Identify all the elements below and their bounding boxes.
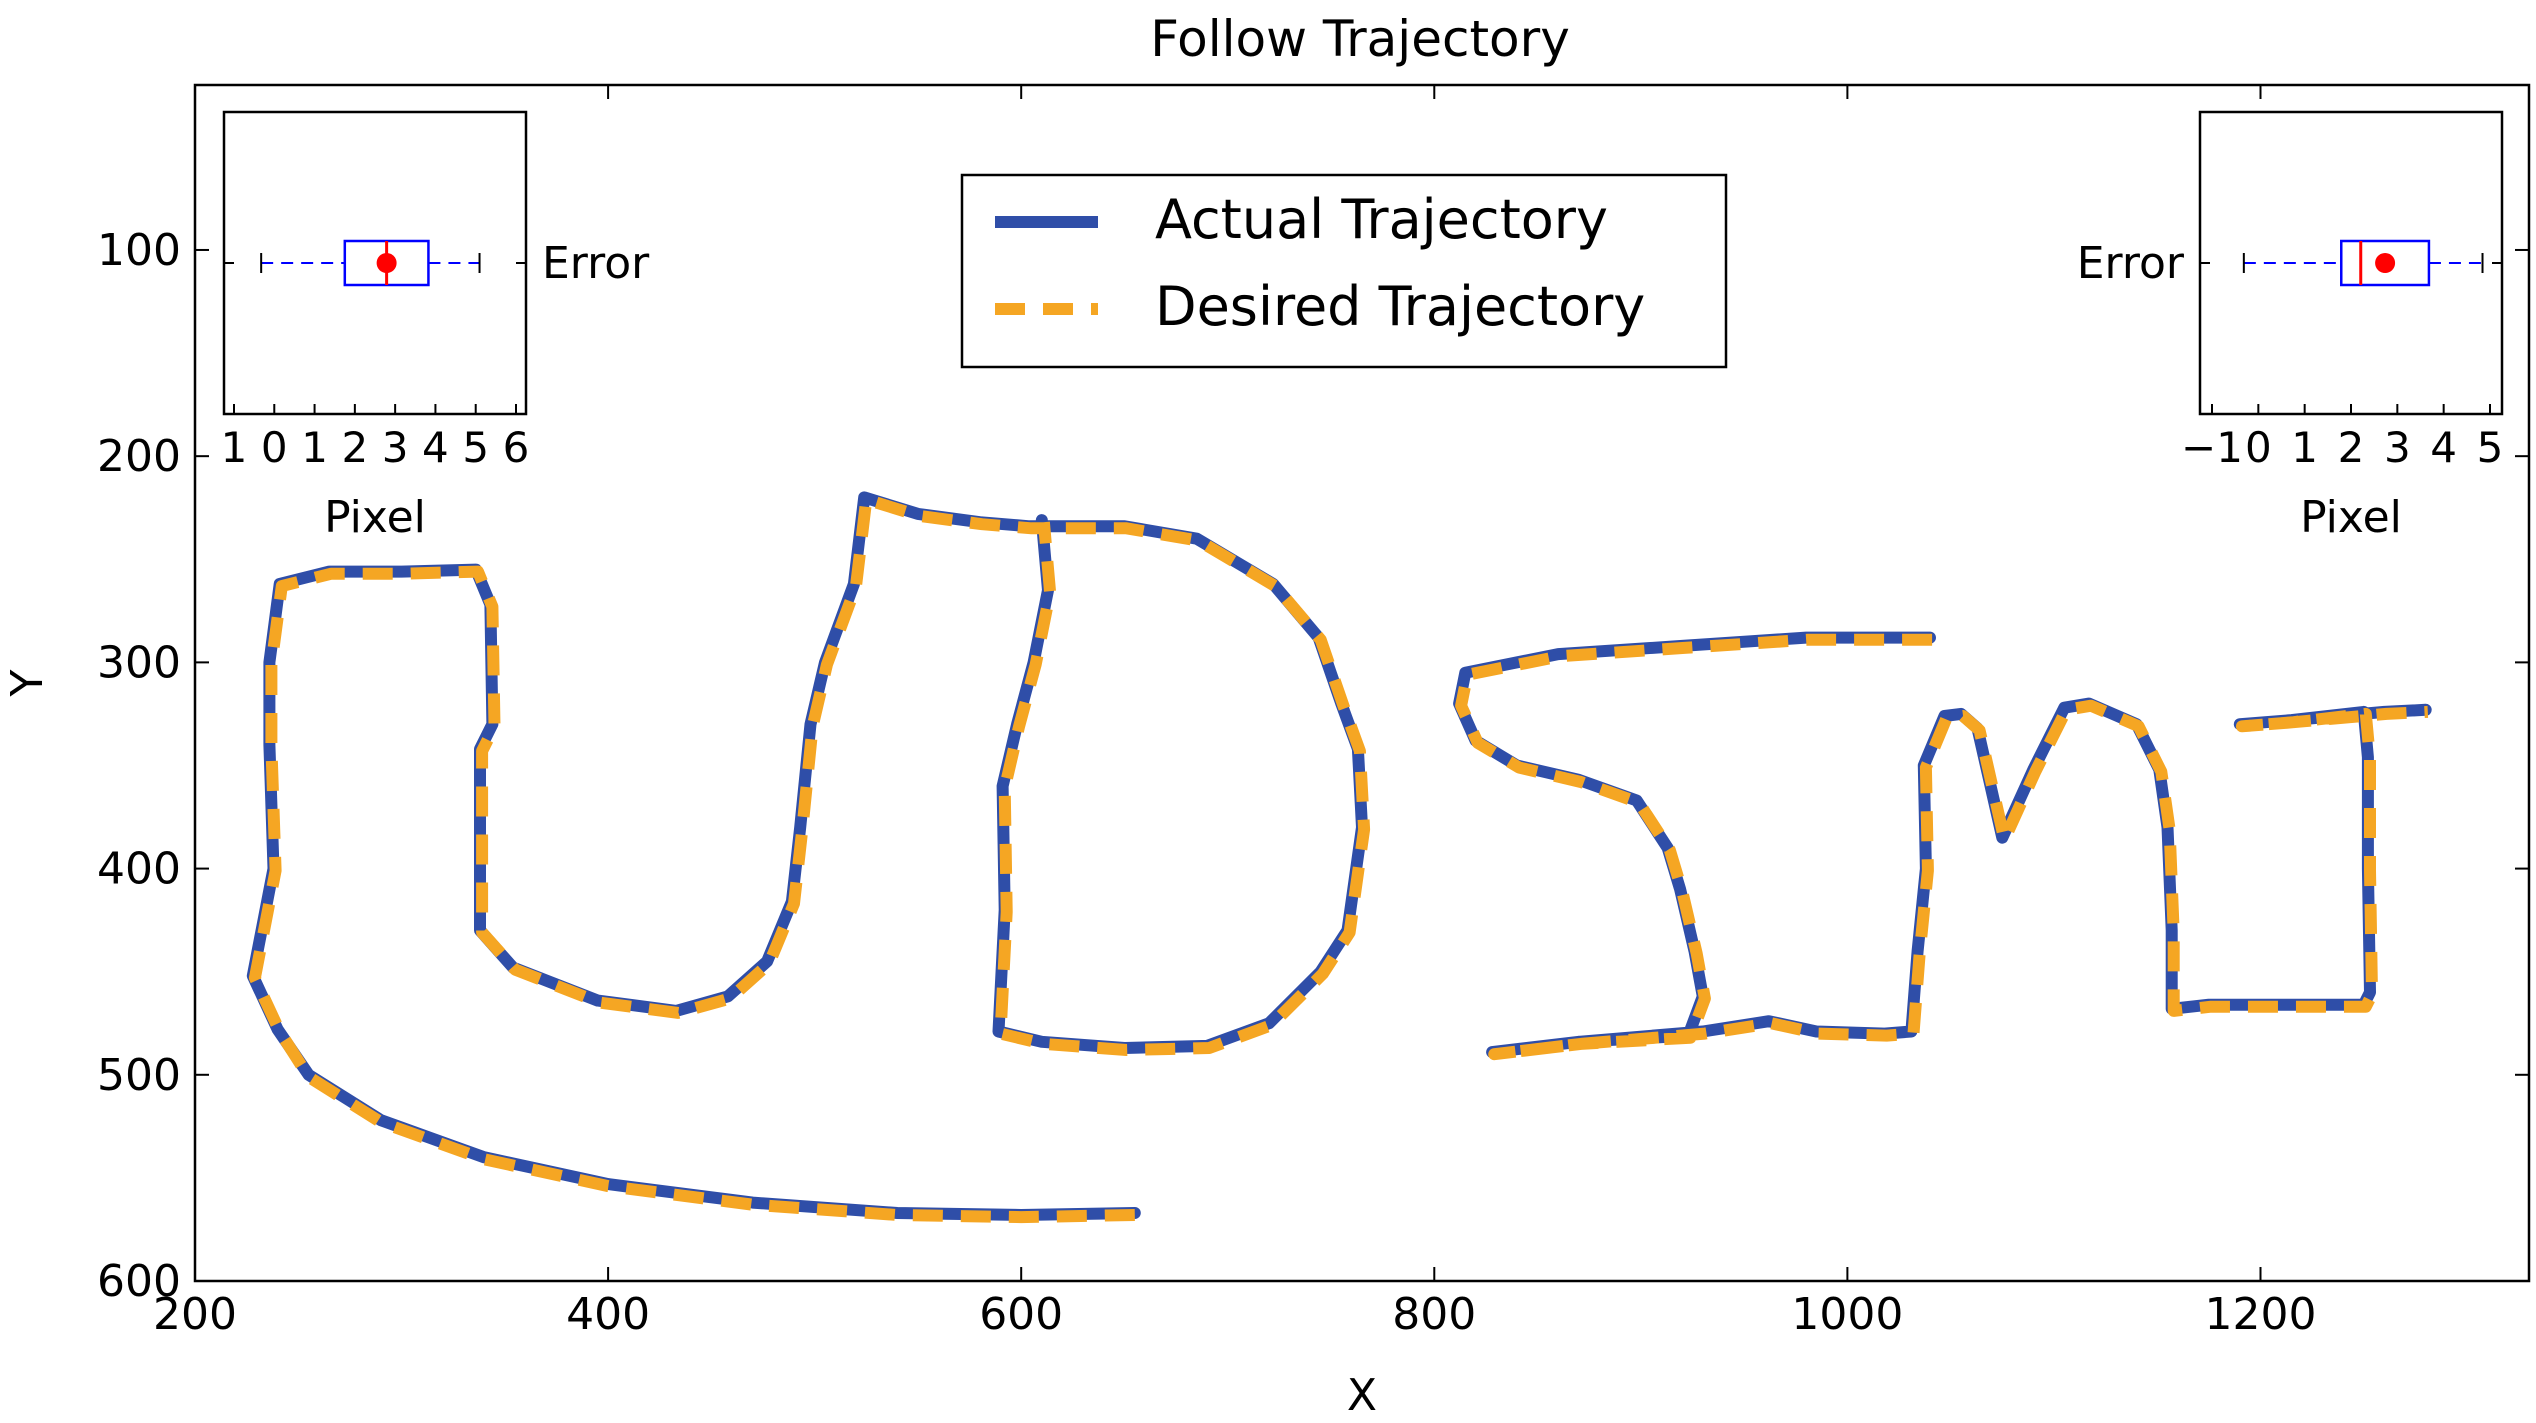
x-tick-label: 200: [153, 1289, 237, 1340]
desired-trajectory-line-1: [248, 493, 1371, 1224]
actual-trajectory-line-2: [1453, 631, 2432, 1059]
series-layer: [246, 491, 2432, 1224]
legend-box: [960, 173, 1728, 369]
legend: Actual Trajectory Desired Trajectory: [960, 173, 1728, 369]
y-tick-label: 100: [97, 225, 181, 276]
x-axis-label: X: [1347, 1370, 1377, 1421]
y-tick-label: 600: [97, 1256, 181, 1307]
inset-x-tick-label: 4: [2430, 423, 2457, 472]
inset-x-tick-label: −1: [2181, 423, 2243, 472]
inset-row-label: Error: [542, 238, 650, 289]
boxplot-mean-marker: [2375, 253, 2396, 273]
legend-label-actual: Actual Trajectory: [1155, 188, 1608, 251]
x-tick-label: 400: [566, 1289, 650, 1340]
y-tick-label: 500: [97, 1050, 181, 1101]
inset-row-label: Error: [2077, 238, 2185, 289]
inset-x-tick-label: 2: [2338, 423, 2365, 472]
inset-x-tick-label: 1: [2291, 423, 2318, 472]
inset-x-tick-label: 2: [341, 423, 368, 472]
y-tick-label: 300: [97, 637, 181, 688]
x-tick-label: 600: [979, 1289, 1063, 1340]
inset-x-tick-label: 0: [2245, 423, 2272, 472]
x-tick-label: 1200: [2204, 1289, 2316, 1340]
x-tick-label: 800: [1392, 1289, 1476, 1340]
inset-x-tick-label: 1: [301, 423, 328, 472]
y-tick-label: 400: [97, 844, 181, 895]
x-axis-ticks: 200 400 600 800 1000 1200: [153, 85, 2316, 1340]
inset-x-axis-label: Pixel: [2300, 492, 2402, 543]
inset-boxplot-right: Error −1 0 1 2 3 4 5 Pixel: [2077, 110, 2504, 543]
x-tick-label: 1000: [1791, 1289, 1903, 1340]
inset-x-tick-label: 3: [382, 423, 409, 472]
inset-x-tick-label: 4: [422, 423, 449, 472]
desired-trajectory-line-2: [1455, 633, 2429, 1061]
legend-label-desired: Desired Trajectory: [1155, 275, 1645, 338]
inset-x-tick-label: 0: [261, 423, 288, 472]
inset-x-tick-label: 6: [503, 423, 530, 472]
plot-frame: [193, 83, 2531, 1283]
inset-x-axis-label: Pixel: [324, 492, 426, 543]
y-axis-label: Y: [2, 669, 53, 697]
boxplot-box: [2340, 239, 2431, 287]
y-tick-label: 200: [97, 431, 181, 482]
inset-x-tick-label: 5: [2477, 423, 2504, 472]
inset-x-tick-label: 3: [2384, 423, 2411, 472]
inset-x-tick-label: 1: [221, 423, 248, 472]
actual-trajectory-line-1: [246, 491, 1368, 1221]
chart-title: Follow Trajectory: [1150, 10, 1570, 68]
inset-x-tick-label: 5: [462, 423, 489, 472]
boxplot-mean-marker: [376, 253, 397, 273]
